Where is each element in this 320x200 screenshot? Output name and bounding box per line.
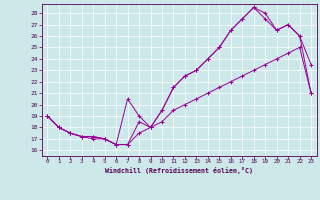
X-axis label: Windchill (Refroidissement éolien,°C): Windchill (Refroidissement éolien,°C) — [105, 167, 253, 174]
